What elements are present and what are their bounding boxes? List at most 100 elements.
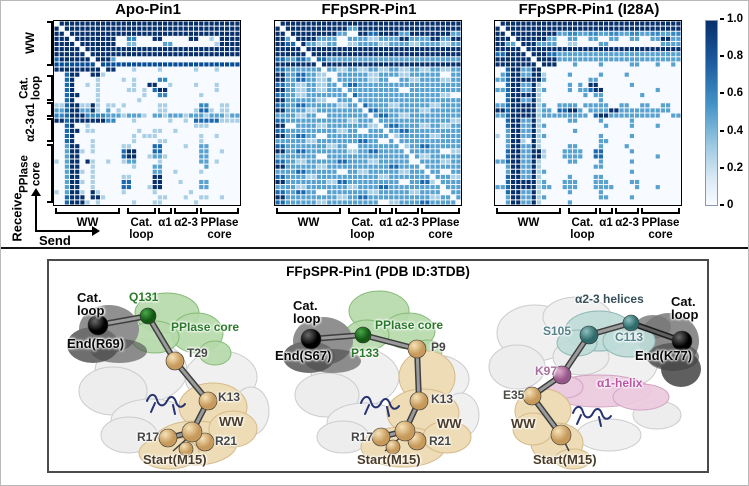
colorbar-tick: 0.8 [720,50,748,62]
r17-sphere [371,427,391,447]
start-label: Start(M15) [357,452,421,467]
x-region-label: PPIase core [200,217,239,242]
receive-axis-arrow [35,195,37,231]
x-region-bracket [495,208,562,214]
ligand-sticks [146,393,186,415]
y-region-label: WW [24,32,37,55]
residue-label-k13: K13 [431,392,454,406]
x-axis-regions: WW Cat. loop α1 α2-3 PPIase core [495,208,681,242]
x-region-label: α2-3 [174,217,198,229]
end-label: End(R69) [67,336,125,351]
x-region-label: WW [76,217,99,229]
start-sphere [181,421,203,443]
x-region-bracket [275,208,342,214]
structure-i28a-path: α2-3 helices Cat. loop S105 C113 End(K77… [477,285,709,471]
x-region-label: PPIase core [421,217,460,242]
heatmap-panel-ffpspr: FFpSPR-Pin1 WW Cat. loop α1 α2-3 PPIase core [274,1,464,243]
x-region-label: α2-3 [395,217,419,229]
residue-label-r17: R17 [137,430,160,444]
residue-spheres [522,314,693,446]
c113-sphere [622,314,640,332]
structure-rendering [283,290,480,468]
a1-helix-label: α1-helix [597,376,643,390]
ww-domain-label: WW [437,416,462,431]
arrow-up-icon [31,188,41,196]
section-divider [1,247,748,249]
ppiase-core-label: PPIase core [171,320,240,334]
x-region-bracket [421,208,461,214]
x-region-bracket [641,208,681,214]
ww-sphere [385,439,401,455]
residue-label-t29: T29 [187,346,208,360]
x-region-bracket [54,208,121,214]
ww-domain-label: WW [219,414,244,429]
structure-rendering [488,296,701,470]
structure-rendering [67,292,270,470]
x-region-bracket [347,208,378,214]
residue-label-k97: K97 [535,364,558,378]
residue-label-r21: R21 [215,434,238,448]
end-sphere [300,328,322,350]
end-label: End(S67) [275,348,332,363]
panel-title: FFpSPR-Pin1 (I28A) [518,1,660,18]
send-axis-label: Send [39,233,71,248]
colorbar [705,20,718,206]
x-region-label: WW [517,217,540,229]
residue-label-e35: E35 [503,388,525,402]
x-region-bracket [200,208,240,214]
arrow-right-icon [92,226,100,236]
colorbar-tick: 1.0 [720,13,748,25]
ligand-sticks [572,405,612,427]
p9-sphere [407,339,427,359]
residue-spheres [87,307,218,457]
residue-label-r17: R17 [351,430,374,444]
end-label: End(K77) [635,348,693,363]
x-region-label: α1 [379,217,393,229]
x-region-bracket [394,208,420,214]
x-region-label: Cat. loop [570,217,595,242]
axis-legend: Receive Send [5,188,115,248]
x-region-bracket [126,208,157,214]
x-region-label: PPIase core [641,217,680,242]
r17-sphere [158,428,178,448]
x-region-bracket [173,208,199,214]
cat-loop-label: Cat. loop [293,298,321,327]
start-label: Start(M15) [533,452,597,467]
k97-sphere [552,365,572,385]
end-sphere [87,314,109,336]
x-region-label: Cat. loop [129,217,154,242]
structure-ffpspr-path: Cat. loop End(S67) P133 PPIase core P9 K… [271,285,481,471]
colorbar-tick: 0.4 [720,125,748,137]
y-region-bracket [47,144,53,204]
y-region-bracket [47,118,53,143]
heatmap-panel-apo: Apo-Pin1 WW Cat. loop α1 α2-3 PPIase core [53,1,243,243]
y-region-bracket [47,102,53,117]
residue-label-k13: K13 [218,390,241,404]
e35-sphere [522,386,542,406]
residue-label-q131: Q131 [129,290,159,304]
x-region-bracket [598,208,614,214]
end-sphere [671,330,693,352]
y-region-label: PPIase core [18,154,43,193]
t29-sphere [165,351,185,371]
s105-sphere [579,325,599,345]
ww-domain-label: WW [511,416,536,431]
y-region-label: α1 [24,102,37,117]
residue-label-c113: C113 [615,330,644,344]
residue-label-r21: R21 [429,434,452,448]
start-sphere [394,420,416,442]
ppiase-core-label: PPIase core [375,318,444,332]
coupling-heatmap-ffpspr [274,20,462,206]
y-axis-regions: WW Cat. loop α1 α2-3 PPIase core [11,20,53,204]
x-axis-regions: WW Cat. loop α1 α2-3 PPIase core [275,208,461,242]
x-axis-regions: WW Cat. loop α1 α2-3 PPIase core [54,208,240,242]
coupling-heatmap-apo [53,20,241,206]
send-axis-arrow [35,230,93,232]
cat-loop-label: Cat. loop [77,290,105,319]
x-region-bracket [614,208,640,214]
panel-title: FFpSPR-Pin1 [321,1,417,18]
coupling-heatmap-i28a [494,20,682,206]
k13-sphere [409,391,429,411]
cat-loop-label: Cat. loop [671,294,699,323]
